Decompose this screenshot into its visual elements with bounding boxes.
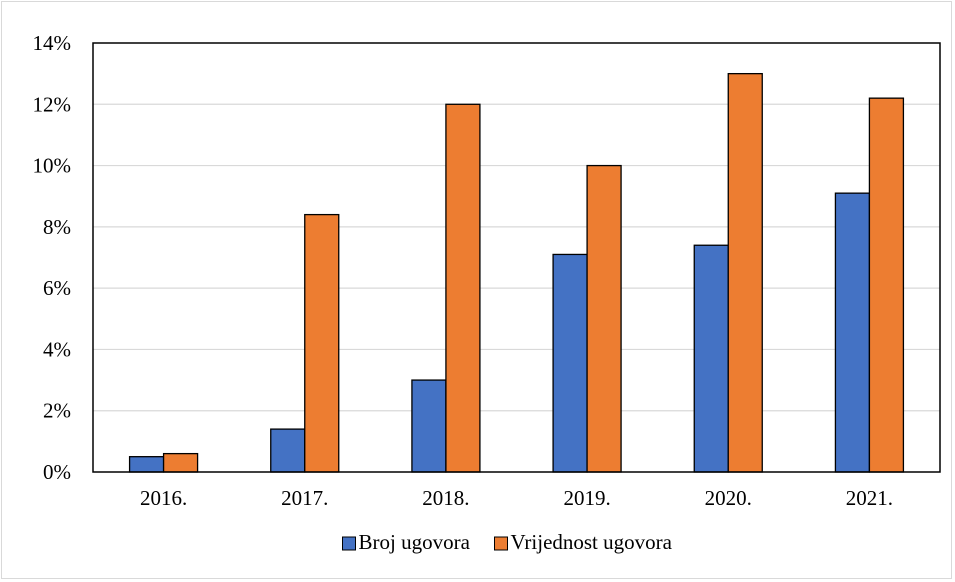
- plot-area-border: [92, 42, 941, 473]
- x-tick-label: 2018.: [422, 486, 469, 510]
- x-tick-label: 2020.: [705, 486, 752, 510]
- y-tick-label: 0%: [43, 460, 71, 484]
- bar-vrijednost-ugovora: [304, 213, 340, 473]
- bar-broj-ugovora: [552, 253, 588, 473]
- bar-broj-ugovora: [270, 428, 306, 473]
- bar-broj-ugovora: [693, 244, 729, 473]
- bars: [128, 72, 905, 473]
- y-tick-label: 10%: [33, 154, 72, 178]
- y-axis-ticks: 0% 2% 4% 6% 8% 10% 12% 14%: [33, 31, 72, 484]
- bar-broj-ugovora: [411, 379, 447, 473]
- x-tick-label: 2016.: [140, 486, 187, 510]
- bar-vrijednost-ugovora: [868, 97, 905, 473]
- x-tick-label: 2017.: [281, 486, 328, 510]
- y-tick-label: 6%: [43, 276, 71, 300]
- legend-swatch: [494, 536, 508, 551]
- bar-broj-ugovora: [834, 192, 871, 473]
- x-tick-label: 2019.: [563, 486, 610, 510]
- legend: Broj ugovora Vrijednost ugovora: [342, 530, 673, 554]
- y-tick-label: 14%: [33, 31, 72, 55]
- bar-broj-ugovora: [128, 456, 165, 473]
- y-tick-label: 12%: [33, 92, 72, 116]
- legend-swatch: [342, 536, 356, 551]
- bar-vrijednost-ugovora: [586, 164, 622, 473]
- legend-label: Vrijednost ugovora: [511, 530, 673, 554]
- bar-vrijednost-ugovora: [727, 72, 763, 473]
- gridlines: [93, 103, 940, 412]
- legend-label: Broj ugovora: [359, 530, 471, 554]
- y-tick-label: 4%: [43, 337, 71, 361]
- bar-vrijednost-ugovora: [162, 452, 199, 473]
- x-axis-ticks: 2016. 2017. 2018. 2019. 2020. 2021.: [140, 486, 893, 510]
- x-tick-label: 2021.: [846, 486, 893, 510]
- bar-vrijednost-ugovora: [445, 103, 481, 473]
- y-tick-label: 2%: [43, 399, 71, 423]
- y-tick-label: 8%: [43, 215, 71, 239]
